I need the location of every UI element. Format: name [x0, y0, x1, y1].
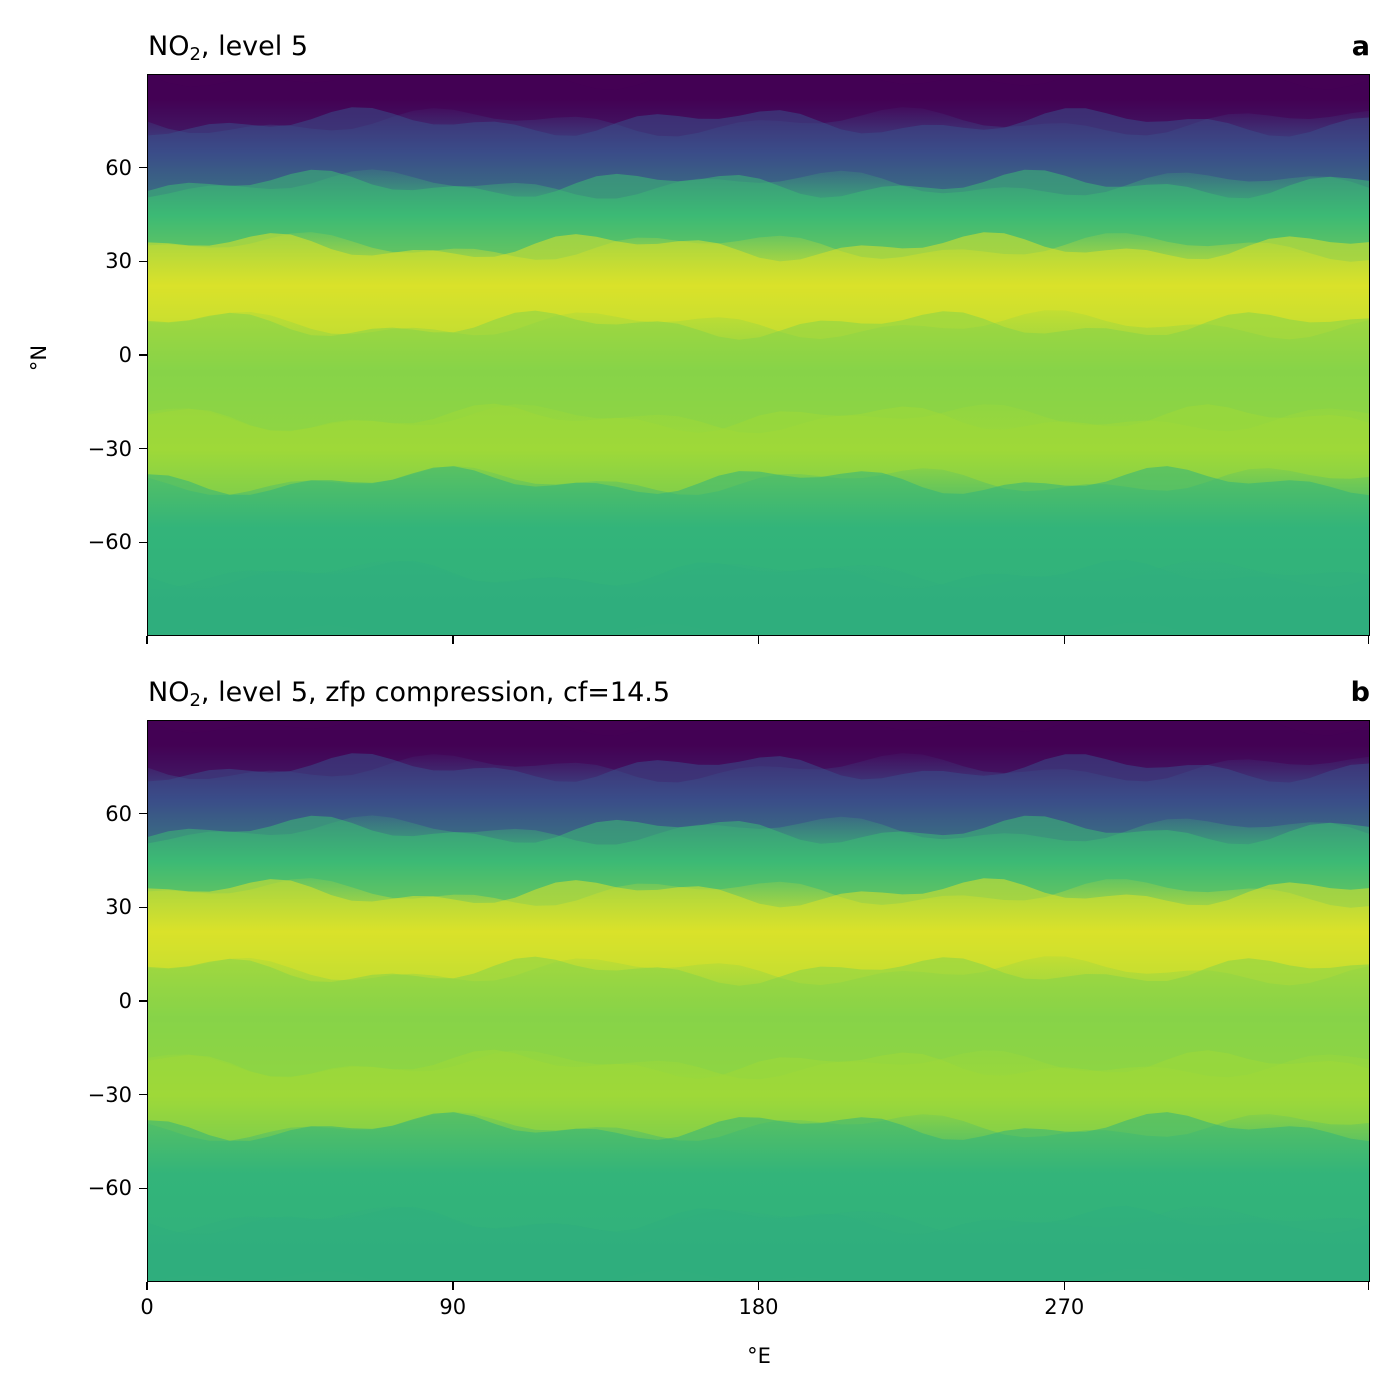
latitude-band — [148, 956, 1369, 1080]
latitude-band — [148, 1049, 1369, 1141]
latitude-band — [148, 232, 1369, 340]
latitude-band — [148, 1112, 1369, 1236]
y-tick-mark — [139, 447, 147, 450]
x-tick-label: 0 — [140, 1295, 154, 1319]
y-tick-mark — [139, 260, 147, 263]
y-tick-mark — [139, 541, 147, 544]
y-tick-label: −30 — [87, 1082, 132, 1107]
y-tick-mark — [139, 1000, 147, 1002]
latitude-band — [148, 310, 1369, 434]
heatmap-svg — [148, 721, 1369, 1281]
y-tick-label: 0 — [118, 989, 132, 1013]
y-tick-label: 60 — [105, 155, 132, 180]
x-tick-mark — [1063, 1282, 1065, 1290]
panel-a-title-sub: 2 — [189, 44, 201, 65]
x-tick-mark — [146, 1282, 148, 1290]
x-tick-label: 270 — [1044, 1295, 1085, 1319]
heatmap-panel-b — [147, 720, 1370, 1282]
x-axis-label: °E — [747, 1344, 771, 1368]
y-tick-label: 30 — [105, 249, 132, 274]
x-tick-label: 90 — [439, 1295, 467, 1319]
panel-a-title: NO2, level 5 — [148, 31, 309, 65]
panel-a-title-main: NO — [148, 31, 190, 62]
x-tick-mark — [1367, 1282, 1370, 1290]
latitude-band — [148, 169, 1369, 262]
latitude-band — [148, 1205, 1369, 1281]
y-tick-label: −30 — [87, 436, 132, 461]
panel-b-title: NO2, level 5, zfp compression, cf=14.5 — [148, 677, 671, 711]
y-axis-label: °N — [27, 344, 52, 372]
y-tick-mark — [139, 812, 147, 815]
panel-b-title-main: NO — [148, 677, 190, 708]
y-tick-mark — [139, 1093, 147, 1096]
x-tick-mark — [452, 636, 454, 644]
panel-a-title-rest: , level 5 — [200, 31, 309, 62]
x-tick-mark — [1367, 636, 1370, 644]
y-tick-label: −60 — [87, 530, 132, 555]
y-tick-mark — [139, 354, 147, 356]
y-tick-label: 30 — [105, 895, 132, 920]
panel-b-title-rest: , level 5, zfp compression, cf=14.5 — [200, 677, 671, 708]
x-tick-mark — [146, 636, 148, 644]
latitude-band — [148, 466, 1369, 590]
x-tick-mark — [452, 1282, 454, 1290]
heatmap-panel-a — [147, 74, 1370, 636]
latitude-band — [148, 878, 1369, 986]
panel-b-label: b — [1350, 677, 1370, 708]
y-tick-label: 60 — [105, 801, 132, 826]
x-tick-mark — [757, 1282, 760, 1290]
y-tick-label: 0 — [118, 343, 132, 367]
y-tick-mark — [139, 906, 147, 909]
panel-a-label: a — [1351, 31, 1370, 62]
latitude-band — [148, 403, 1369, 495]
y-tick-mark — [139, 166, 147, 169]
panel-b-title-sub: 2 — [189, 690, 201, 711]
latitude-band — [148, 559, 1369, 635]
x-tick-label: 180 — [738, 1295, 779, 1319]
y-tick-label: −60 — [87, 1176, 132, 1201]
x-tick-mark — [757, 636, 760, 644]
y-tick-mark — [139, 1187, 147, 1190]
latitude-band — [148, 815, 1369, 908]
x-tick-mark — [1063, 636, 1065, 644]
heatmap-svg — [148, 75, 1369, 635]
